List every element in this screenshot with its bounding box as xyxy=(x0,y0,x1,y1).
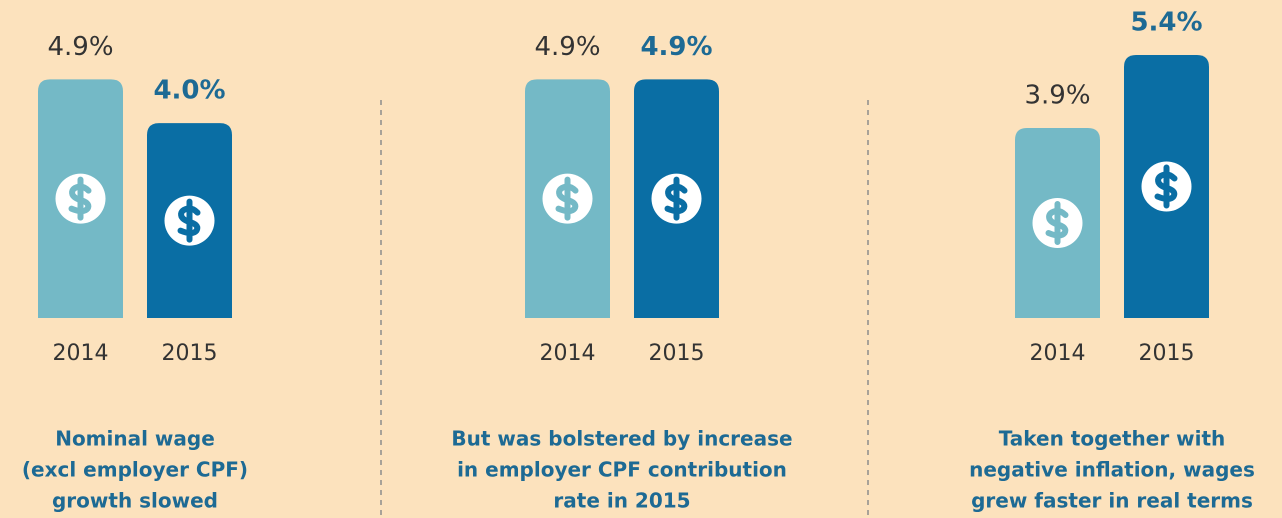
dollar-sign xyxy=(1045,201,1069,246)
dollar-sign xyxy=(664,176,688,221)
caption: But was bolstered by increase xyxy=(451,427,792,451)
category-label: 2014 xyxy=(540,341,596,366)
value-label: 4.9% xyxy=(640,32,712,62)
caption: grew faster in real terms xyxy=(971,489,1253,513)
category-label: 2015 xyxy=(649,341,705,366)
caption: in employer CPF contribution xyxy=(457,458,787,482)
category-label: 2014 xyxy=(1030,341,1086,366)
value-label: 4.9% xyxy=(534,32,600,62)
category-label: 2014 xyxy=(53,341,109,366)
dollar-sign xyxy=(177,198,201,243)
caption: (excl employer CPF) xyxy=(22,458,248,482)
value-label: 3.9% xyxy=(1024,81,1090,111)
category-label: 2015 xyxy=(1139,341,1195,366)
caption: Nominal wage xyxy=(55,427,215,451)
caption: rate in 2015 xyxy=(553,489,690,513)
category-label: 2015 xyxy=(162,341,218,366)
value-label: 4.0% xyxy=(153,76,225,106)
dollar-sign xyxy=(1154,164,1178,209)
caption: negative inflation, wages xyxy=(969,458,1255,482)
dollar-sign xyxy=(555,176,579,221)
value-label: 5.4% xyxy=(1130,8,1202,38)
caption: growth slowed xyxy=(52,489,218,513)
value-label: 4.9% xyxy=(47,32,113,62)
caption: Taken together with xyxy=(999,427,1226,451)
dollar-sign xyxy=(68,176,92,221)
